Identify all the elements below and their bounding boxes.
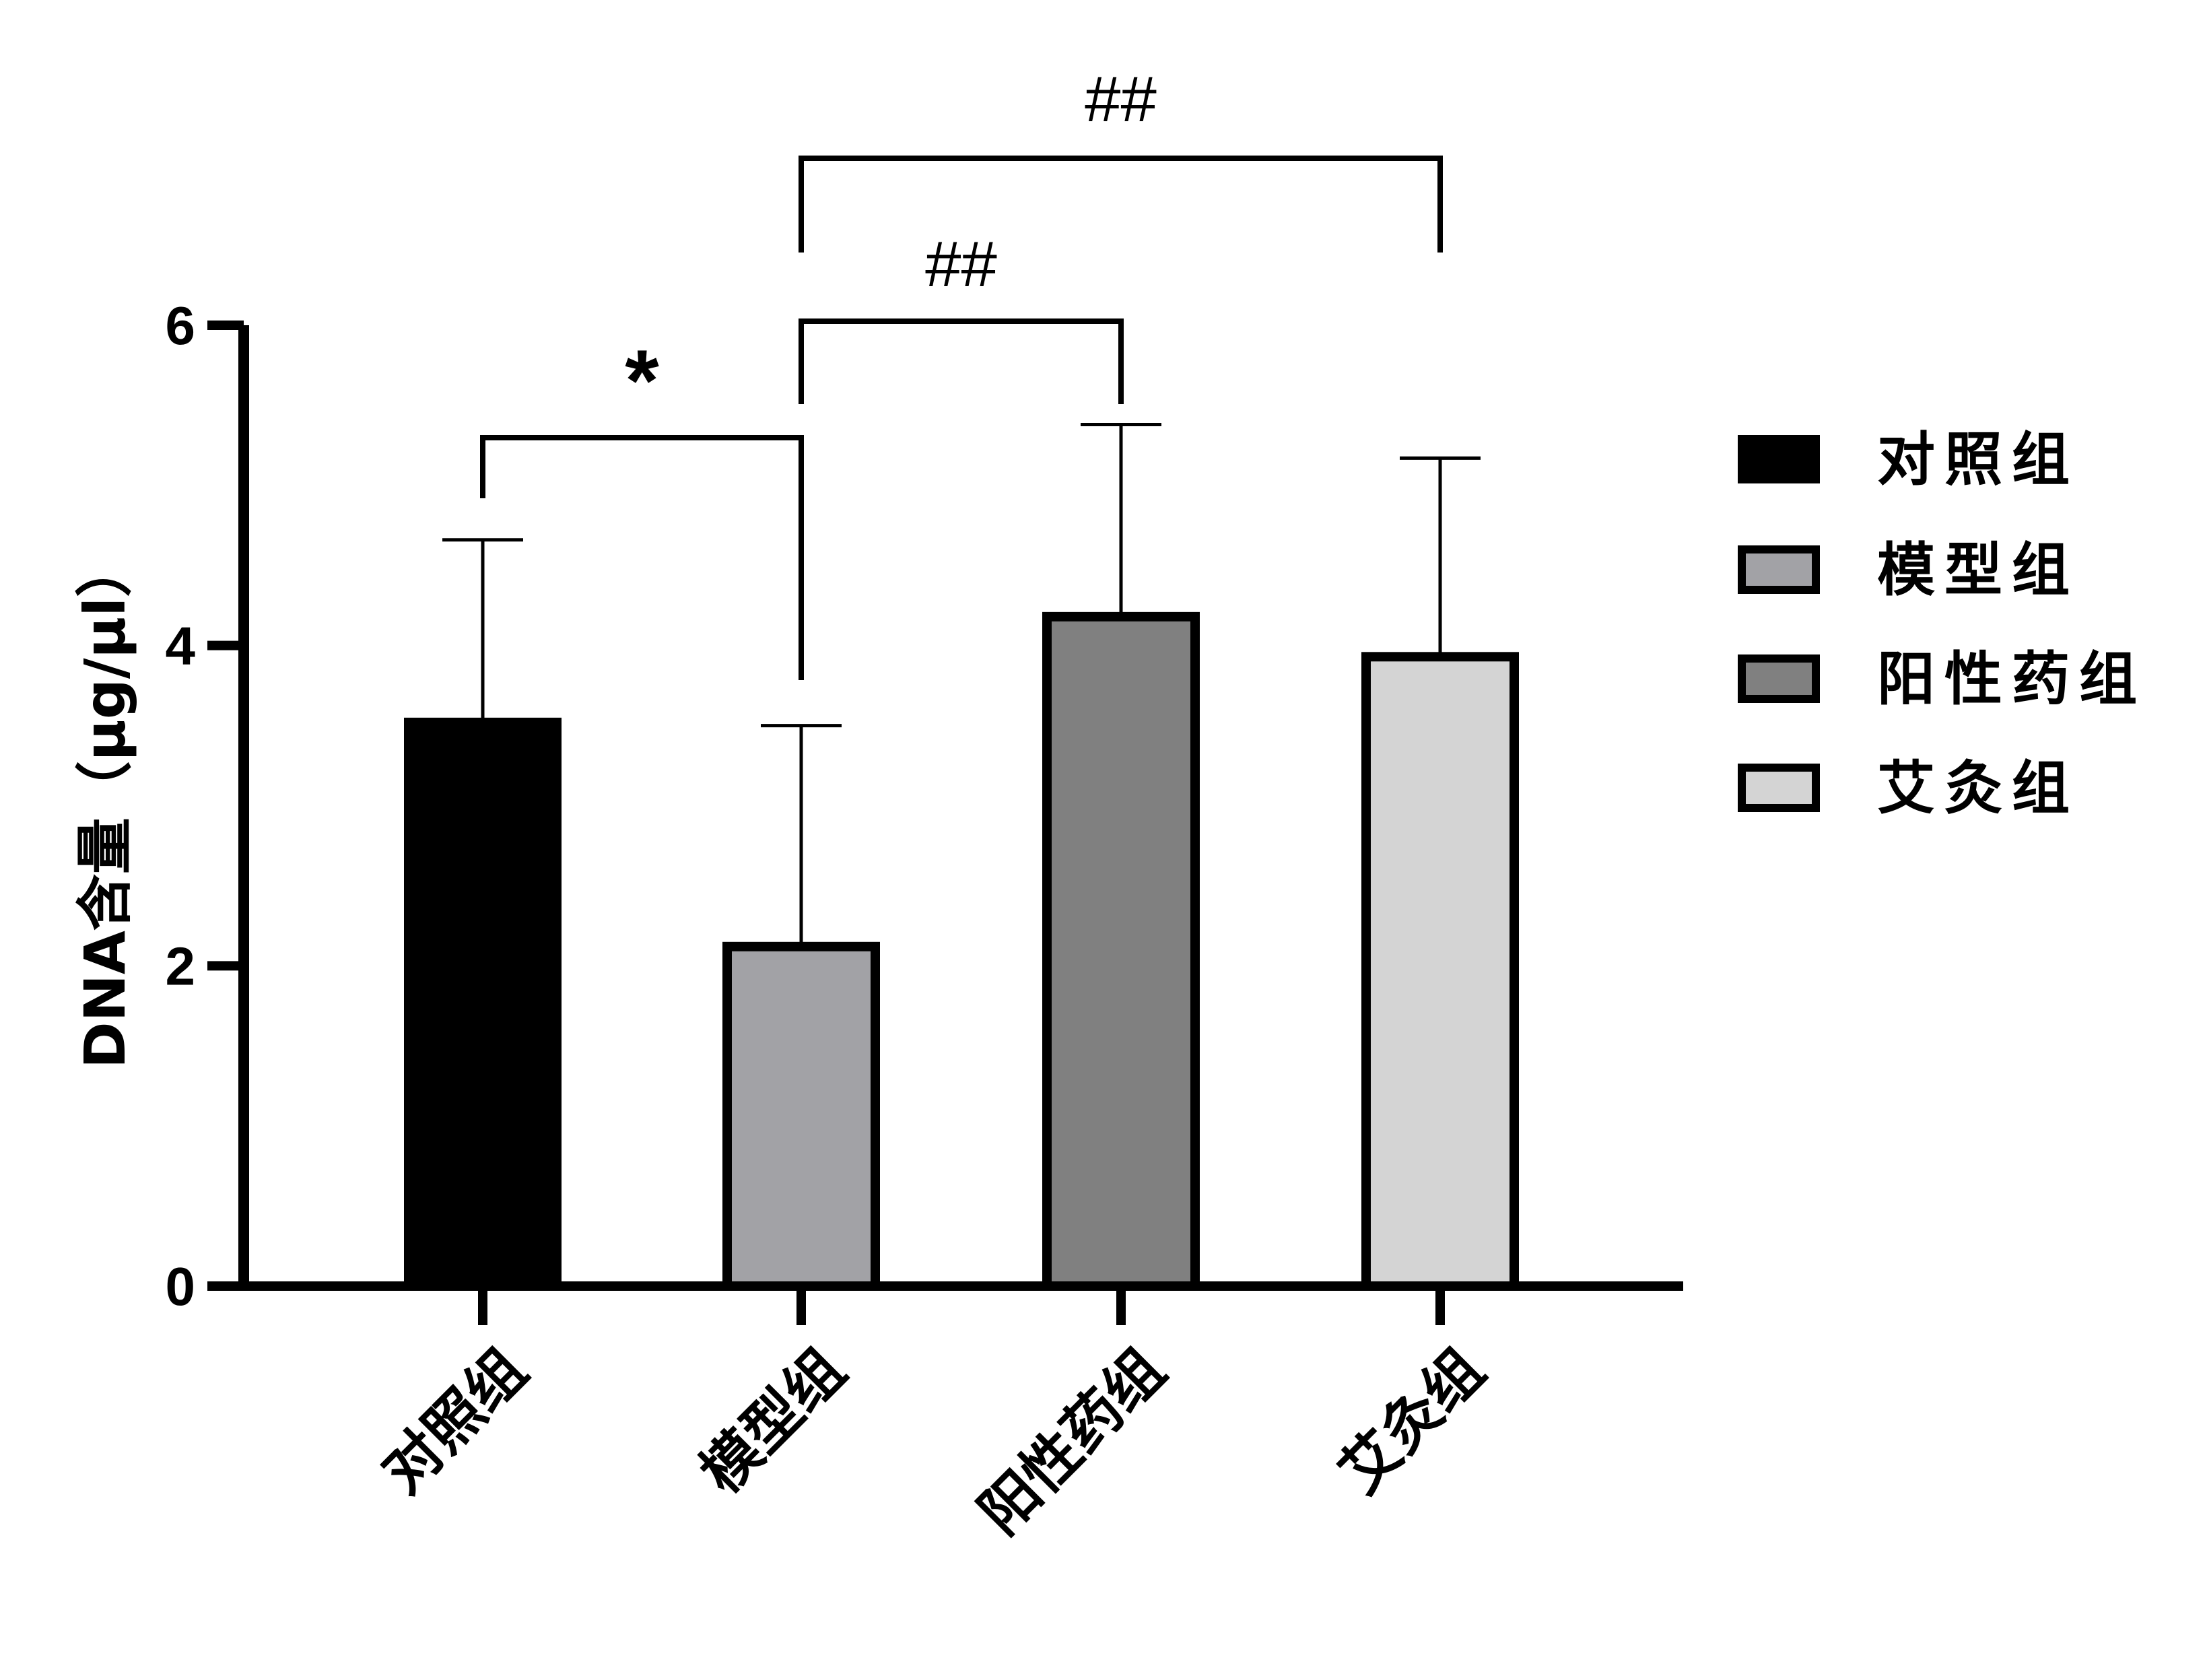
significance-label-1: * [625, 331, 659, 430]
y-tick-label-0: 0 [166, 1256, 196, 1316]
legend-label-1: 对照组 [1877, 426, 2079, 494]
y-tick-label-4: 4 [166, 616, 196, 676]
bars-layer [404, 611, 1519, 1291]
significance-bracket-3 [799, 156, 1443, 253]
legend-swatch-4 [1738, 764, 1820, 812]
bar-1 [404, 717, 562, 1291]
legend-label-2: 模型组 [1877, 537, 2079, 604]
significance-annotations: * ## ## [480, 63, 1443, 680]
x-tick-label-2: 模型组 [688, 1336, 858, 1506]
bar-3 [1042, 611, 1200, 1291]
y-ticks-layer: 0 2 4 6 [166, 296, 244, 1316]
legend-swatch-3 [1738, 654, 1820, 703]
x-tick-label-3: 阳性药组 [967, 1336, 1178, 1547]
legend-label-4: 艾灸组 [1877, 755, 2079, 822]
significance-label-3: ## [1085, 63, 1157, 135]
legend-swatch-1 [1738, 435, 1820, 483]
y-axis-title: DNA含量（μg/μl） [72, 541, 138, 1069]
x-ticks-layer: 对照组 模型组 阳性药组 艾灸组 [370, 1286, 1497, 1547]
x-tick-label-1: 对照组 [370, 1336, 540, 1506]
error-bars-layer [442, 422, 1481, 947]
legend-swatch-2 [1738, 545, 1820, 594]
significance-bracket-1 [480, 435, 804, 680]
legend-label-3: 阳性药组 [1877, 646, 2146, 713]
significance-label-2: ## [925, 228, 997, 300]
bar-4 [1361, 652, 1519, 1291]
bar-2 [722, 941, 880, 1291]
y-tick-label-2: 2 [166, 936, 196, 996]
significance-bracket-2 [799, 318, 1124, 404]
y-tick-label-6: 6 [166, 296, 196, 356]
x-tick-label-4: 艾灸组 [1327, 1336, 1497, 1506]
